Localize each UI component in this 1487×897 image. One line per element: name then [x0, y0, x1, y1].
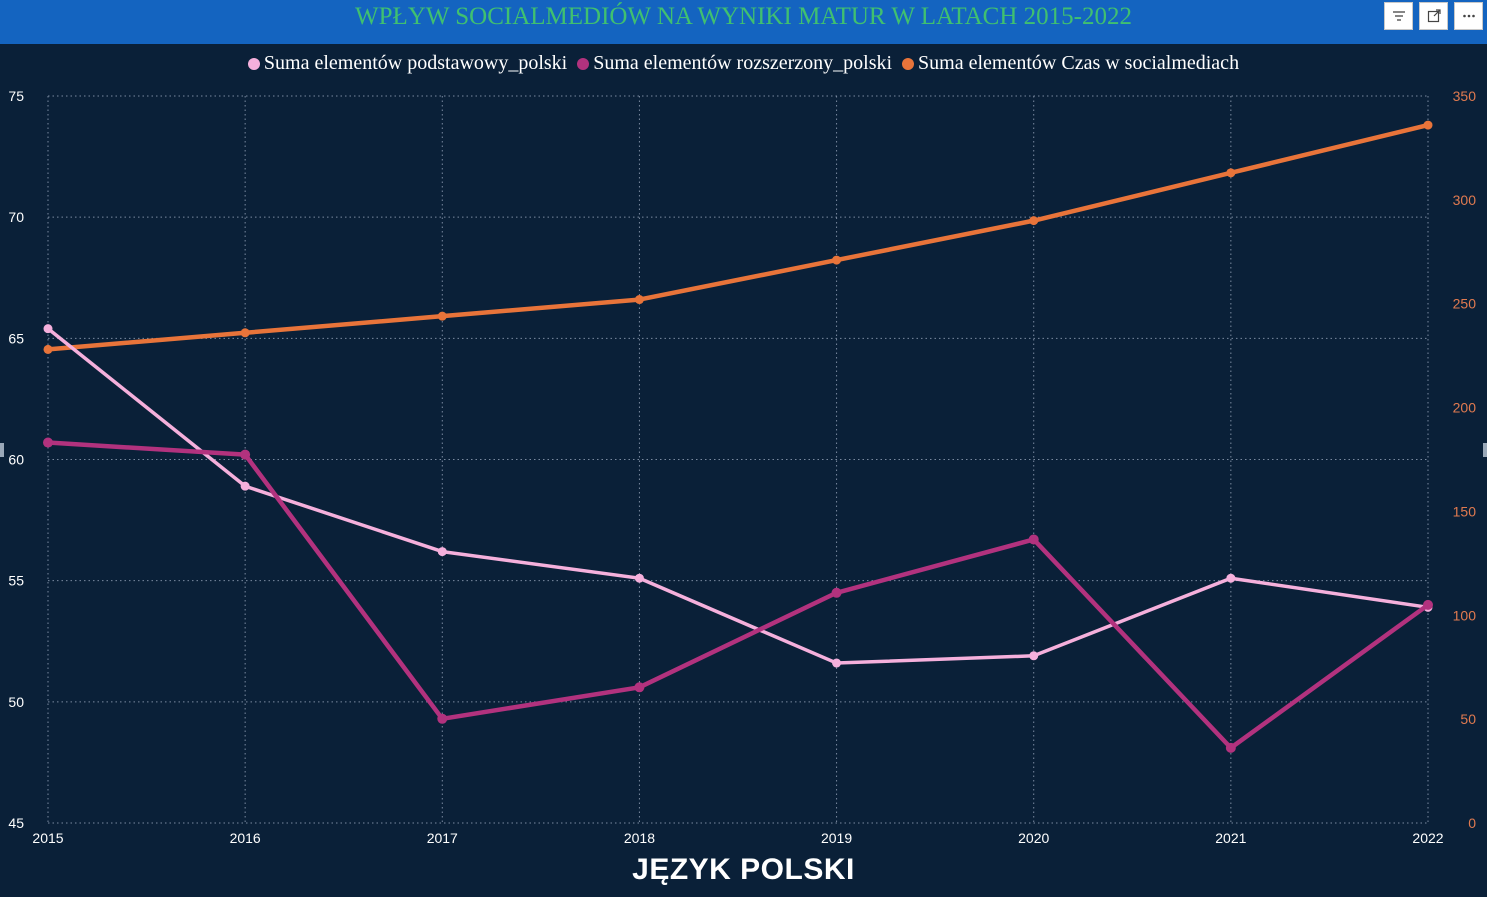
data-point: [1226, 168, 1236, 178]
data-point: [437, 547, 447, 557]
chart-title: WPŁYW SOCIALMEDIÓW NA WYNIKI MATUR W LAT…: [355, 3, 1132, 30]
data-point: [43, 437, 53, 448]
more-options-button[interactable]: [1454, 2, 1483, 30]
data-point: [240, 481, 250, 491]
data-point: [437, 713, 448, 724]
y-right-tick-label: 200: [1453, 400, 1477, 416]
y-left-tick-label: 60: [8, 452, 24, 468]
resize-handle-right[interactable]: [1483, 443, 1487, 457]
x-tick-label: 2016: [230, 830, 261, 846]
data-point: [1226, 573, 1236, 583]
y-left-tick-label: 70: [8, 209, 24, 225]
focus-mode-icon: [1427, 9, 1441, 23]
legend-item-podstawowy[interactable]: Suma elementów podstawowy_polski: [247, 52, 568, 75]
y-right-tick-label: 100: [1453, 607, 1477, 623]
series-line-2: [45, 122, 1431, 352]
filter-icon: [1392, 11, 1405, 21]
y-right-tick-label: 250: [1453, 296, 1477, 312]
legend-label: Suma elementów Czas w socialmediach: [918, 52, 1240, 74]
resize-handle-left[interactable]: [0, 443, 4, 457]
legend-item-rozszerzony[interactable]: Suma elementów rozszerzony_polski: [577, 52, 892, 75]
data-point: [832, 658, 842, 668]
more-options-icon: [1462, 14, 1475, 18]
data-point: [43, 344, 53, 354]
x-tick-label: 2020: [1018, 830, 1049, 846]
data-point: [1029, 651, 1039, 661]
data-point: [1423, 599, 1433, 610]
data-point: [43, 324, 53, 334]
y-right-tick-label: 350: [1453, 88, 1477, 104]
x-tick-label: 2022: [1412, 830, 1443, 846]
data-point: [1029, 216, 1039, 226]
y-right-tick-label: 300: [1453, 192, 1477, 208]
data-point: [1423, 120, 1433, 130]
y-right-tick-label: 0: [1468, 815, 1476, 831]
data-point: [634, 295, 644, 305]
data-point: [634, 682, 645, 693]
x-axis-title: JĘZYK POLSKI: [632, 853, 855, 886]
legend-label: Suma elementów podstawowy_polski: [263, 52, 568, 74]
x-tick-label: 2015: [32, 830, 63, 846]
filter-button[interactable]: [1384, 2, 1413, 30]
legend-label: Suma elementów rozszerzony_polski: [593, 52, 893, 74]
x-tick-label: 2018: [624, 830, 655, 846]
x-tick-label: 2019: [821, 830, 852, 846]
data-point: [240, 328, 250, 338]
data-point: [437, 311, 447, 321]
x-tick-label: 2017: [427, 830, 458, 846]
data-point: [240, 449, 251, 460]
header-bar: [0, 0, 1487, 44]
y-right-tick-label: 150: [1453, 503, 1477, 519]
y-right-tick-label: 50: [1460, 711, 1476, 727]
legend-marker: [247, 57, 260, 70]
y-left-tick-label: 45: [8, 815, 24, 831]
data-point: [634, 573, 644, 583]
y-left-tick-label: 65: [8, 330, 24, 346]
y-left-tick-label: 50: [8, 694, 24, 710]
legend-marker: [577, 57, 590, 70]
focus-mode-button[interactable]: [1419, 2, 1448, 30]
series-line-1: [45, 440, 1431, 751]
chart-legend: Suma elementów podstawowy_polski Suma el…: [0, 52, 1487, 75]
series-line-0: [46, 326, 1430, 665]
data-point: [832, 255, 842, 265]
data-point: [831, 587, 842, 598]
data-point: [1225, 742, 1236, 753]
legend-item-czas[interactable]: Suma elementów Czas w socialmediach: [902, 52, 1239, 75]
visual-toolbar: [1384, 2, 1483, 30]
y-left-tick-label: 55: [8, 573, 24, 589]
data-point: [1028, 534, 1039, 545]
legend-marker: [902, 57, 915, 70]
x-tick-label: 2021: [1215, 830, 1246, 846]
y-left-tick-label: 75: [8, 88, 24, 104]
